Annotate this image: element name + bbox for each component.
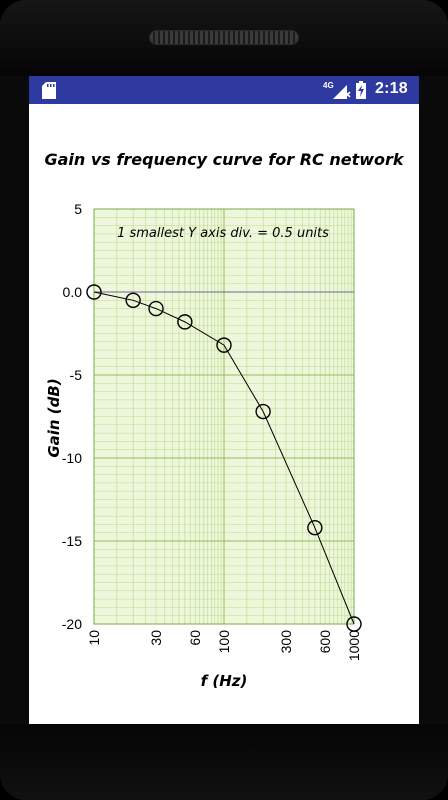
chart-title: Gain vs frequency curve for RC network [44, 150, 404, 169]
y-axis-label: Gain (dB) [45, 378, 63, 457]
status-bar: 4G 2:18 [29, 76, 419, 104]
data-point-marker [216, 337, 232, 353]
x-tick-label: 30 [148, 630, 164, 646]
phone-bottom-bezel [0, 724, 448, 800]
data-point-marker [86, 284, 102, 300]
data-point-marker [177, 314, 193, 330]
x-tick-label: 1000 [346, 630, 362, 661]
y-tick-label: -5 [70, 367, 83, 383]
gain-frequency-chart: 1 smallest Y axis div. = 0.5 units 5 0.0 -… [45, 201, 362, 690]
earpiece-speaker [149, 30, 299, 45]
network-type-label: 4G [323, 81, 334, 90]
data-point-marker [148, 300, 164, 317]
sd-card-icon [42, 82, 56, 99]
signal-strength-icon [333, 85, 351, 99]
y-tick-label: 5 [74, 201, 82, 217]
x-tick-label: 60 [187, 630, 203, 646]
x-tick-label: 10 [86, 630, 102, 646]
data-point-marker [307, 520, 323, 536]
app-screen: Gain vs frequency curve for RC network 1… [29, 104, 419, 724]
y-tick-label: -15 [62, 533, 82, 549]
data-point-marker [255, 403, 271, 420]
data-point-marker [125, 292, 141, 309]
grid-lines [93, 208, 354, 625]
status-clock: 2:18 [375, 80, 408, 97]
data-point-markers [86, 284, 362, 632]
y-division-annotation: 1 smallest Y axis div. = 0.5 units [117, 226, 329, 241]
gain-series-line [93, 291, 355, 625]
x-tick-label: 600 [317, 630, 333, 654]
y-tick-label: 0.0 [63, 284, 83, 300]
y-tick-label: -20 [62, 616, 82, 632]
x-tick-label: 100 [216, 630, 232, 654]
battery-charging-icon [356, 81, 366, 99]
data-point-marker [346, 616, 362, 632]
y-tick-label: -10 [62, 450, 82, 466]
x-axis-label: f (Hz) [201, 672, 248, 690]
plot-frame [93, 208, 355, 625]
x-tick-labels: 10 30 60 100 300 600 1000 [86, 630, 362, 661]
y-tick-labels: 5 0.0 -5 -10 -15 -20 [62, 201, 82, 632]
x-tick-label: 300 [278, 630, 294, 654]
phone-top-bezel [0, 0, 448, 76]
